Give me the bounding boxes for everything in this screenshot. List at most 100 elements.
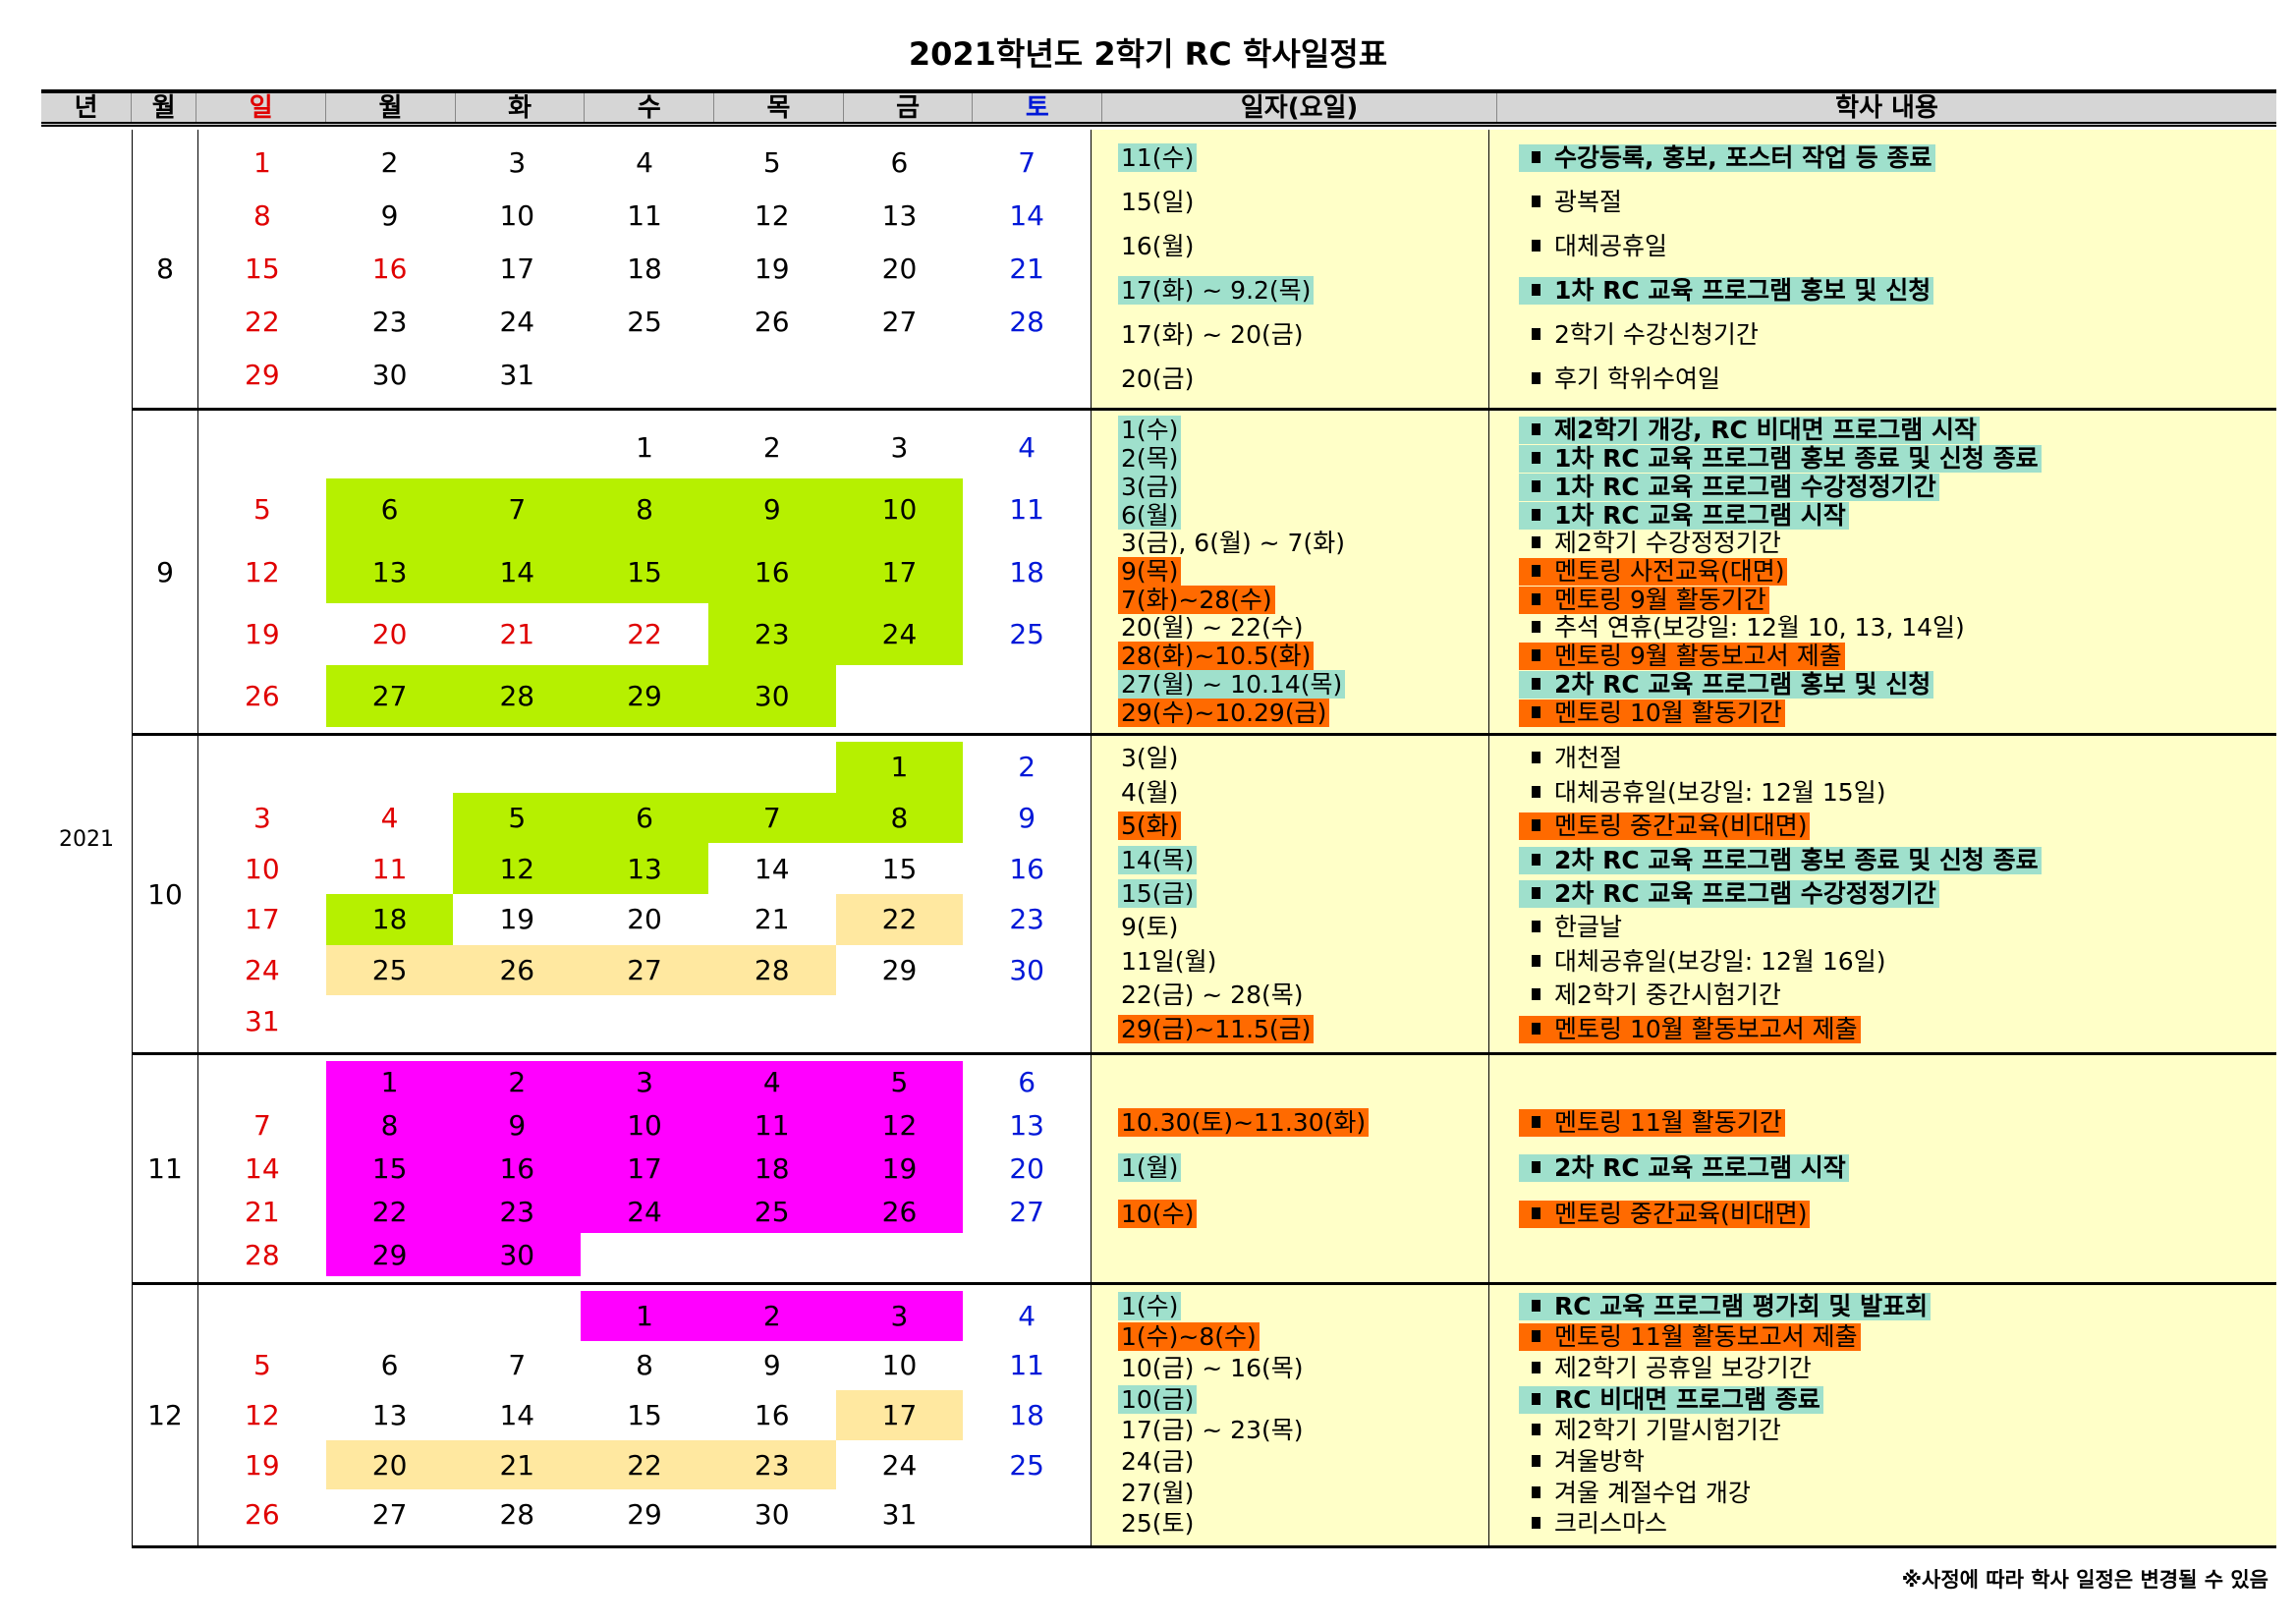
schedule-item: 멘토링 10월 활동보고서 제출 bbox=[1519, 1015, 2276, 1043]
item-text: 1차 RC 교육 프로그램 홍보 및 신청 bbox=[1554, 276, 1932, 306]
schedule-date: 14(목) bbox=[1118, 845, 1488, 874]
schedule-date: 10(수) bbox=[1118, 1199, 1488, 1228]
calendar-day: 22 bbox=[835, 894, 964, 945]
calendar-day: 4 bbox=[636, 145, 653, 179]
schedule-date: 16(월) bbox=[1118, 232, 1488, 260]
calendar-day: 16 bbox=[707, 540, 836, 603]
year-cell: 2021 bbox=[41, 130, 133, 1548]
calendar-day: 8 bbox=[835, 792, 964, 844]
calendar-day: 4 bbox=[1018, 1299, 1036, 1332]
month-label: 11 bbox=[133, 1055, 198, 1282]
calendar-day: 24 bbox=[881, 1448, 918, 1482]
schedule-date: 3(금) bbox=[1118, 472, 1488, 501]
bullet-icon bbox=[1532, 536, 1540, 549]
calendar-day: 11 bbox=[707, 1103, 836, 1148]
calendar-day: 1 bbox=[581, 1291, 708, 1341]
calendar-week: 28 29 30 bbox=[198, 1233, 1091, 1276]
schedule-item: 2차 RC 교육 프로그램 홍보 종료 및 신청 종료 bbox=[1519, 846, 2276, 874]
calendar-week: 19 20 21 22 23 24 25 bbox=[198, 1439, 1091, 1490]
calendar-day bbox=[836, 995, 964, 1046]
calendar-day: 29 bbox=[581, 664, 708, 728]
calendar-day: 1 bbox=[636, 431, 653, 465]
schedule-dates: 10.30(토)~11.30(화) 1(월) 10(수) bbox=[1091, 1055, 1489, 1282]
schedule-date: 3(금), 6(월) ~ 7(화) bbox=[1118, 530, 1488, 557]
calendar-day: 23 bbox=[371, 306, 408, 339]
schedule-date: 10.30(토)~11.30(화) bbox=[1118, 1108, 1488, 1138]
date-text: 1(수) bbox=[1118, 1291, 1182, 1320]
date-text: 28(화)~10.5(화) bbox=[1118, 642, 1315, 671]
calendar-day: 12 bbox=[453, 843, 582, 895]
bullet-icon bbox=[1532, 649, 1540, 662]
header-content: 학사 내용 bbox=[1835, 93, 1938, 123]
item-text: 수강등록, 홍보, 포스터 작업 등 종료 bbox=[1554, 142, 1932, 172]
item-text: 멘토링 11월 활동보고서 제출 bbox=[1554, 1322, 1858, 1352]
calendar-day: 28 bbox=[499, 1498, 535, 1532]
date-text: 3(금) bbox=[1118, 472, 1182, 501]
item-box: 제2학기 개강, RC 비대면 프로그램 시작 bbox=[1519, 417, 1981, 445]
schedule-dates: 1(수) 2(목) 3(금) 6(월) 3(금), 6(월) ~ 7(화) 9(목) 7(화… bbox=[1091, 411, 1489, 733]
calendar-week: 22 23 24 25 26 27 28 bbox=[198, 296, 1091, 349]
calendar-day: 20 bbox=[371, 617, 408, 650]
date-text: 1(수)~8(수) bbox=[1118, 1322, 1260, 1352]
calendar-day: 16 bbox=[453, 1147, 582, 1191]
calendar-day: 24 bbox=[581, 1190, 708, 1234]
calendar-day: 26 bbox=[245, 679, 280, 712]
schedule-date: 11(수) bbox=[1118, 142, 1488, 172]
calendar-day: 27 bbox=[1009, 1195, 1044, 1228]
item-box: 멘토링 11월 활동기간 bbox=[1519, 1108, 1785, 1138]
calendar-day: 20 bbox=[1009, 1151, 1044, 1185]
calendar-day: 1 bbox=[252, 145, 271, 179]
schedule-dates: 11(수) 15(일) 16(월) 17(화) ~ 9.2(목) 17(화) ~ 20(… bbox=[1091, 130, 1489, 408]
calendar-day: 22 bbox=[325, 1190, 454, 1234]
item-text: 멘토링 11월 활동기간 bbox=[1554, 1108, 1782, 1138]
schedule-dates: 1(수) 1(수)~8(수) 10(금) ~ 16(목) 10(금) 17(금) ~ 2… bbox=[1091, 1285, 1489, 1545]
header-sat: 토 bbox=[973, 93, 1103, 123]
calendar-day: 23 bbox=[707, 602, 836, 665]
calendar-day: 26 bbox=[754, 306, 790, 339]
calendar-day: 23 bbox=[1009, 903, 1044, 936]
calendar-day bbox=[581, 1233, 708, 1276]
calendar-day bbox=[708, 742, 836, 793]
bullet-icon bbox=[1532, 1454, 1540, 1467]
item-box: 멘토링 11월 활동보고서 제출 bbox=[1519, 1322, 1861, 1352]
item-text: 1차 RC 교육 프로그램 시작 bbox=[1554, 500, 1846, 530]
schedule-date: 29(수)~10.29(금) bbox=[1118, 698, 1488, 727]
bullet-icon bbox=[1532, 1206, 1540, 1219]
date-text: 3(금), 6(월) ~ 7(화) bbox=[1121, 529, 1345, 558]
calendar-day: 3 bbox=[890, 431, 909, 465]
bullet-icon bbox=[1532, 921, 1540, 933]
schedule-item: 제2학기 개강, RC 비대면 프로그램 시작 bbox=[1519, 417, 2276, 445]
schedule-item: 대체공휴일 bbox=[1519, 232, 2276, 260]
bullet-icon bbox=[1532, 372, 1540, 385]
calendar-day: 30 bbox=[754, 1498, 790, 1532]
calendar-day bbox=[198, 417, 326, 478]
date-text: 10(수) bbox=[1118, 1199, 1198, 1228]
schedule-date: 24(금) bbox=[1118, 1447, 1488, 1476]
item-box: 광복절 bbox=[1519, 188, 1625, 216]
schedule-item: 멘토링 중간교육(비대면) bbox=[1519, 1200, 2276, 1228]
month-label: 8 bbox=[133, 130, 198, 408]
bullet-icon bbox=[1532, 705, 1540, 718]
date-text: 10(금) ~ 16(목) bbox=[1121, 1354, 1304, 1383]
calendar-day: 25 bbox=[627, 306, 662, 339]
bullet-icon bbox=[1532, 284, 1540, 297]
calendar-day: 19 bbox=[245, 1448, 280, 1482]
item-box: RC 교육 프로그램 평가회 및 발표회 bbox=[1519, 1292, 1932, 1320]
calendar-day: 13 bbox=[1009, 1109, 1044, 1143]
header-date: 일자(요일) bbox=[1102, 93, 1498, 123]
month-label: 12 bbox=[133, 1285, 198, 1545]
month-label: 10 bbox=[133, 736, 198, 1052]
calendar-day bbox=[198, 1061, 326, 1104]
schedule-date: 20(월) ~ 22(수) bbox=[1118, 614, 1488, 642]
bullet-icon bbox=[1532, 1116, 1540, 1129]
calendar-day: 25 bbox=[1009, 1448, 1044, 1482]
calendar-day: 24 bbox=[245, 954, 280, 987]
schedule-date: 1(수) bbox=[1118, 416, 1488, 445]
schedule-date: 15(금) bbox=[1118, 878, 1488, 908]
calendar-day: 23 bbox=[453, 1190, 582, 1234]
schedule-item: 멘토링 9월 활동기간 bbox=[1519, 586, 2276, 614]
schedule-item: 추석 연휴(보강일: 12월 10, 13, 14일) bbox=[1519, 614, 2276, 642]
calendar-day: 14 bbox=[1009, 198, 1044, 232]
calendar-day: 17 bbox=[499, 252, 535, 285]
